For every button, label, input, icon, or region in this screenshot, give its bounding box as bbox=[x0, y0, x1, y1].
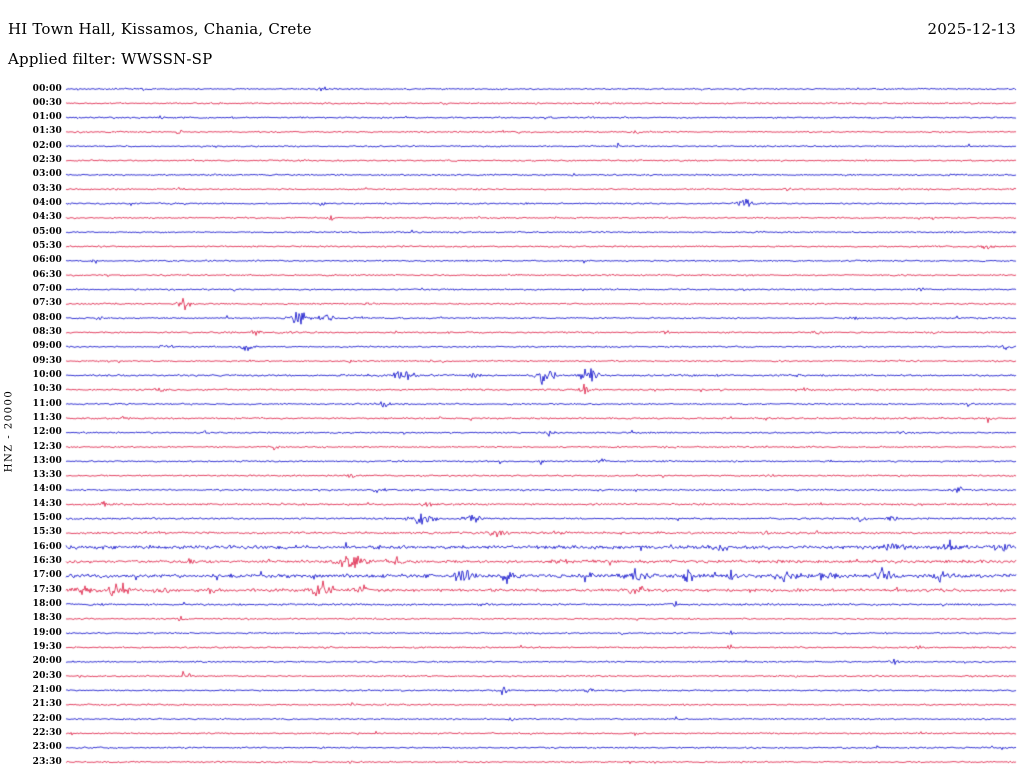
row-time-label: 04:00 bbox=[32, 198, 62, 209]
row-time-label: 23:30 bbox=[32, 756, 62, 767]
row-time-label: 12:30 bbox=[32, 441, 62, 452]
row-time-label: 08:00 bbox=[32, 312, 62, 323]
row-time-label: 16:00 bbox=[32, 541, 62, 552]
station-title: HI Town Hall, Kissamos, Chania, Crete bbox=[8, 20, 312, 38]
row-time-label: 09:00 bbox=[32, 341, 62, 352]
row-time-label: 14:00 bbox=[32, 484, 62, 495]
row-time-label: 19:30 bbox=[32, 641, 62, 652]
row-time-label: 11:00 bbox=[32, 398, 62, 409]
header-date: 2025-12-13 bbox=[927, 20, 1016, 38]
row-time-label: 02:30 bbox=[32, 155, 62, 166]
row-time-label: 04:30 bbox=[32, 212, 62, 223]
row-time-label: 16:30 bbox=[32, 556, 62, 567]
row-time-label: 13:30 bbox=[32, 470, 62, 481]
row-time-label: 14:30 bbox=[32, 498, 62, 509]
row-time-label: 10:30 bbox=[32, 384, 62, 395]
row-time-label: 22:30 bbox=[32, 727, 62, 738]
row-time-label: 17:00 bbox=[32, 570, 62, 581]
row-time-label: 20:30 bbox=[32, 670, 62, 681]
row-time-label: 22:00 bbox=[32, 713, 62, 724]
filter-label: Applied filter: WWSSN-SP bbox=[8, 50, 213, 68]
row-time-label: 01:00 bbox=[32, 112, 62, 123]
row-time-label: 18:30 bbox=[32, 613, 62, 624]
row-time-label: 01:30 bbox=[32, 126, 62, 137]
row-time-label: 19:00 bbox=[32, 627, 62, 638]
row-time-label: 05:00 bbox=[32, 226, 62, 237]
row-time-label: 06:30 bbox=[32, 269, 62, 280]
row-time-label: 17:30 bbox=[32, 584, 62, 595]
row-time-label: 07:30 bbox=[32, 298, 62, 309]
row-time-label: 10:00 bbox=[32, 369, 62, 380]
row-time-label: 18:00 bbox=[32, 599, 62, 610]
row-time-label: 03:30 bbox=[32, 183, 62, 194]
row-time-label: 07:00 bbox=[32, 283, 62, 294]
row-time-label: 06:00 bbox=[32, 255, 62, 266]
row-time-label: 11:30 bbox=[32, 412, 62, 423]
row-time-label: 12:00 bbox=[32, 427, 62, 438]
row-time-label: 15:30 bbox=[32, 527, 62, 538]
row-time-label: 20:00 bbox=[32, 656, 62, 667]
row-time-label: 03:00 bbox=[32, 169, 62, 180]
row-time-label: 02:00 bbox=[32, 140, 62, 151]
row-time-label: 09:30 bbox=[32, 355, 62, 366]
row-time-label: 00:30 bbox=[32, 97, 62, 108]
row-time-label: 00:00 bbox=[32, 83, 62, 94]
row-time-label: 23:00 bbox=[32, 742, 62, 753]
row-time-label: 13:00 bbox=[32, 455, 62, 466]
row-time-label: 08:30 bbox=[32, 326, 62, 337]
row-time-label: 21:30 bbox=[32, 699, 62, 710]
row-time-label: 21:00 bbox=[32, 684, 62, 695]
row-time-label: 15:00 bbox=[32, 513, 62, 524]
row-time-label: 05:30 bbox=[32, 241, 62, 252]
